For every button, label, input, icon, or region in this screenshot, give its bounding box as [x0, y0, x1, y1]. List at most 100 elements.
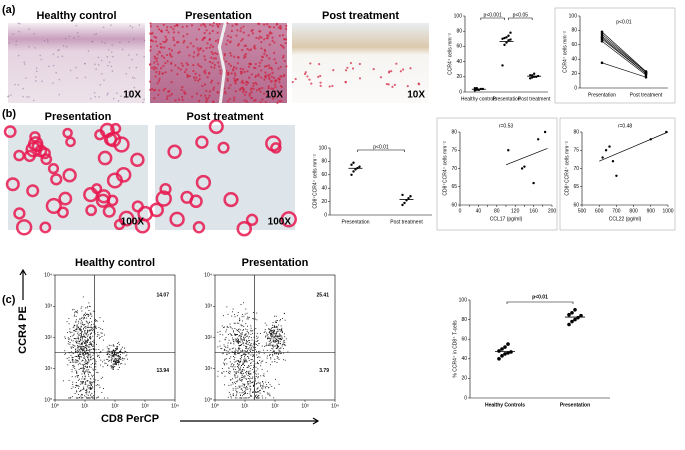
event-dot	[89, 386, 91, 388]
event-dot	[238, 349, 240, 351]
event-dot	[64, 336, 66, 338]
event-dot	[75, 340, 77, 342]
event-dot	[263, 352, 265, 354]
event-dot	[244, 372, 246, 374]
event-dot	[257, 357, 258, 358]
chart-title: r=0.53	[499, 123, 514, 129]
event-dot	[90, 359, 92, 361]
event-dot	[277, 337, 279, 339]
event-dot	[75, 311, 77, 313]
stained-cell	[223, 191, 239, 208]
stained-cell	[192, 45, 195, 48]
event-dot	[249, 385, 251, 387]
event-dot	[92, 397, 93, 399]
event-dot	[74, 368, 76, 369]
event-dot	[226, 353, 227, 355]
data-point	[509, 38, 512, 41]
event-dot	[93, 341, 95, 343]
event-dot	[229, 393, 231, 395]
event-dot	[84, 376, 86, 378]
event-dot	[89, 346, 91, 348]
event-dot	[269, 339, 271, 341]
event-dot	[69, 351, 71, 353]
stained-cell	[166, 26, 169, 29]
stained-cell	[270, 75, 274, 78]
event-dot	[238, 367, 240, 369]
event-dot	[274, 345, 276, 347]
event-dot	[82, 369, 84, 371]
stained-cell	[13, 207, 26, 220]
event-dot	[245, 339, 247, 341]
event-dot	[74, 312, 76, 314]
event-dot	[273, 339, 275, 341]
event-dot	[259, 356, 261, 358]
event-dot	[113, 359, 115, 361]
nucleus	[116, 92, 118, 95]
event-dot	[253, 318, 255, 320]
event-dot	[106, 358, 108, 360]
stained-cell	[274, 61, 278, 65]
event-dot	[81, 381, 82, 383]
event-dot	[120, 358, 122, 360]
stained-cell	[385, 82, 389, 86]
event-dot	[246, 343, 248, 345]
event-dot	[113, 361, 114, 362]
event-dot	[87, 340, 88, 342]
event-dot	[85, 340, 87, 342]
micrograph	[292, 23, 429, 103]
event-dot	[258, 397, 260, 399]
event-dot	[242, 320, 244, 322]
event-dot	[84, 330, 85, 332]
event-dot	[80, 326, 82, 328]
stained-cell	[212, 21, 215, 25]
stained-cell	[161, 54, 164, 58]
event-dot	[110, 359, 112, 361]
x-tick-label: 0	[459, 208, 462, 214]
event-dot	[87, 314, 89, 316]
event-dot	[233, 368, 235, 370]
stained-cell	[344, 69, 348, 72]
event-dot	[234, 361, 236, 363]
event-dot	[278, 346, 280, 348]
event-dot	[268, 343, 270, 345]
stained-cell	[240, 81, 243, 84]
event-dot	[64, 338, 66, 339]
event-dot	[240, 394, 241, 396]
event-dot	[98, 352, 100, 354]
event-dot	[94, 326, 96, 328]
event-dot	[113, 363, 115, 365]
y-tick-label: 100	[319, 145, 328, 151]
stained-cell	[134, 217, 151, 234]
event-dot	[112, 364, 114, 366]
stained-cell	[13, 149, 25, 162]
event-dot	[83, 315, 85, 317]
event-dot	[249, 373, 251, 375]
stained-cell	[263, 78, 266, 81]
event-dot	[236, 349, 238, 351]
event-dot	[223, 371, 225, 373]
event-dot	[78, 357, 80, 359]
data-point	[409, 195, 412, 198]
event-dot	[83, 313, 85, 315]
event-dot	[76, 341, 78, 343]
data-point	[505, 41, 508, 44]
event-dot	[272, 348, 274, 350]
stained-cell	[319, 84, 322, 87]
event-dot	[120, 350, 121, 352]
event-dot	[86, 380, 88, 382]
stained-cell	[250, 87, 253, 90]
event-dot	[246, 341, 248, 343]
stained-cell	[390, 70, 393, 73]
event-dot	[256, 388, 258, 390]
stained-cell	[204, 25, 207, 28]
event-dot	[237, 343, 239, 344]
event-dot	[75, 315, 77, 317]
event-dot	[80, 348, 82, 350]
event-dot	[246, 387, 248, 388]
event-dot	[84, 324, 86, 325]
event-dot	[115, 351, 117, 353]
event-dot	[79, 350, 81, 352]
event-dot	[235, 351, 237, 353]
event-dot	[240, 372, 242, 374]
event-dot	[77, 352, 79, 354]
